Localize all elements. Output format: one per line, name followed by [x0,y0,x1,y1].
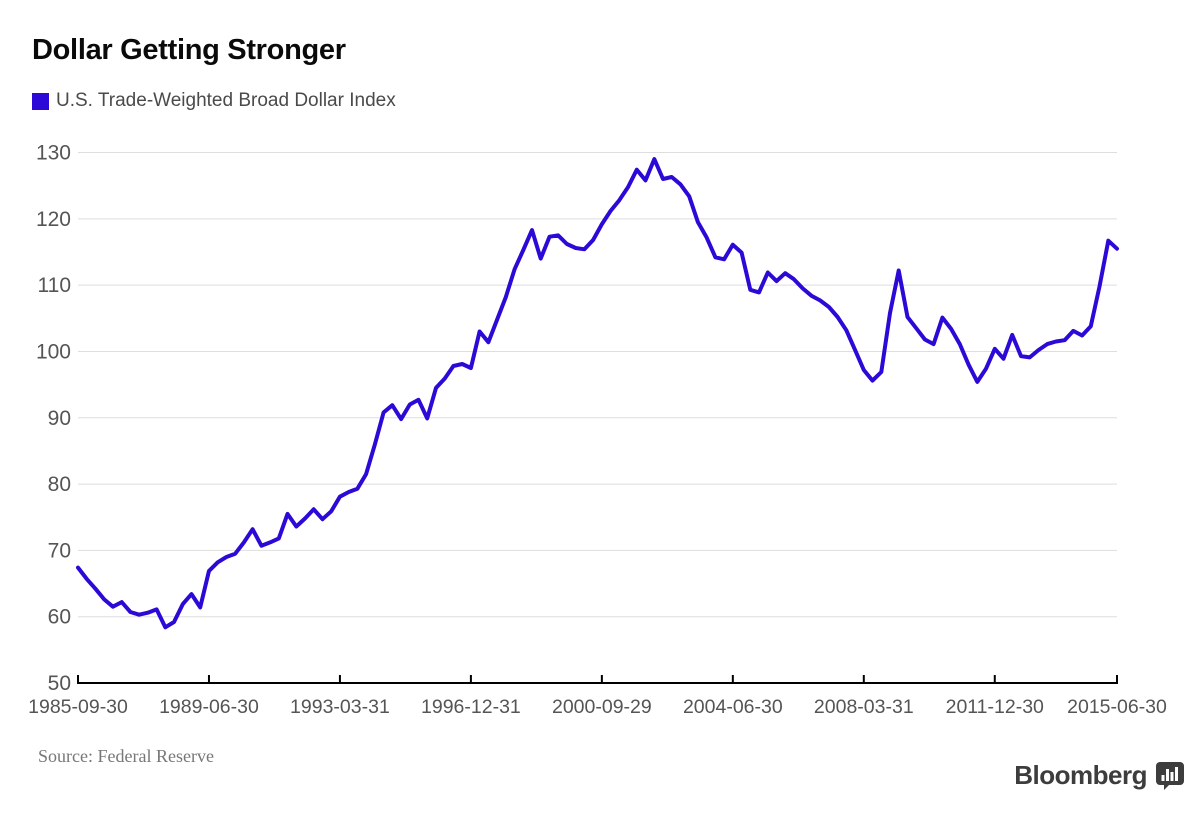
x-tick-label: 1989-06-30 [159,696,259,718]
y-tick-label: 110 [38,274,71,297]
bloomberg-chart-bubble-icon [1156,761,1184,790]
y-tick-label: 90 [48,407,71,430]
y-tick-label: 70 [48,539,71,562]
x-tick-label: 1993-03-31 [290,696,390,718]
legend: U.S. Trade-Weighted Broad Dollar Index [32,90,396,112]
legend-label: U.S. Trade-Weighted Broad Dollar Index [56,90,396,111]
x-tick-label: 2015-06-30 [1067,696,1167,718]
y-tick-label: 120 [36,208,71,231]
legend-swatch-icon [32,92,49,110]
x-tick-label: 2000-09-29 [552,696,652,718]
source-note: Source: Federal Reserve [38,746,214,766]
y-tick-label: 60 [48,606,71,629]
x-tick-label: 2011-12-30 [946,696,1044,718]
bloomberg-wordmark: Bloomberg [1014,760,1147,790]
x-tick-label: 1985-09-30 [28,696,128,718]
bloomberg-logo: Bloomberg [1014,760,1185,791]
x-tick-label: 2008-03-31 [814,696,914,718]
x-tick-label: 1996-12-31 [421,696,521,718]
y-tick-label: 50 [48,672,71,695]
y-tick-label: 80 [48,473,71,496]
y-tick-label: 130 [36,142,71,165]
x-tick-label: 2004-06-30 [683,696,783,718]
chart-title: Dollar Getting Stronger [32,34,346,66]
y-tick-label: 100 [36,340,71,363]
series-line [76,157,1119,630]
